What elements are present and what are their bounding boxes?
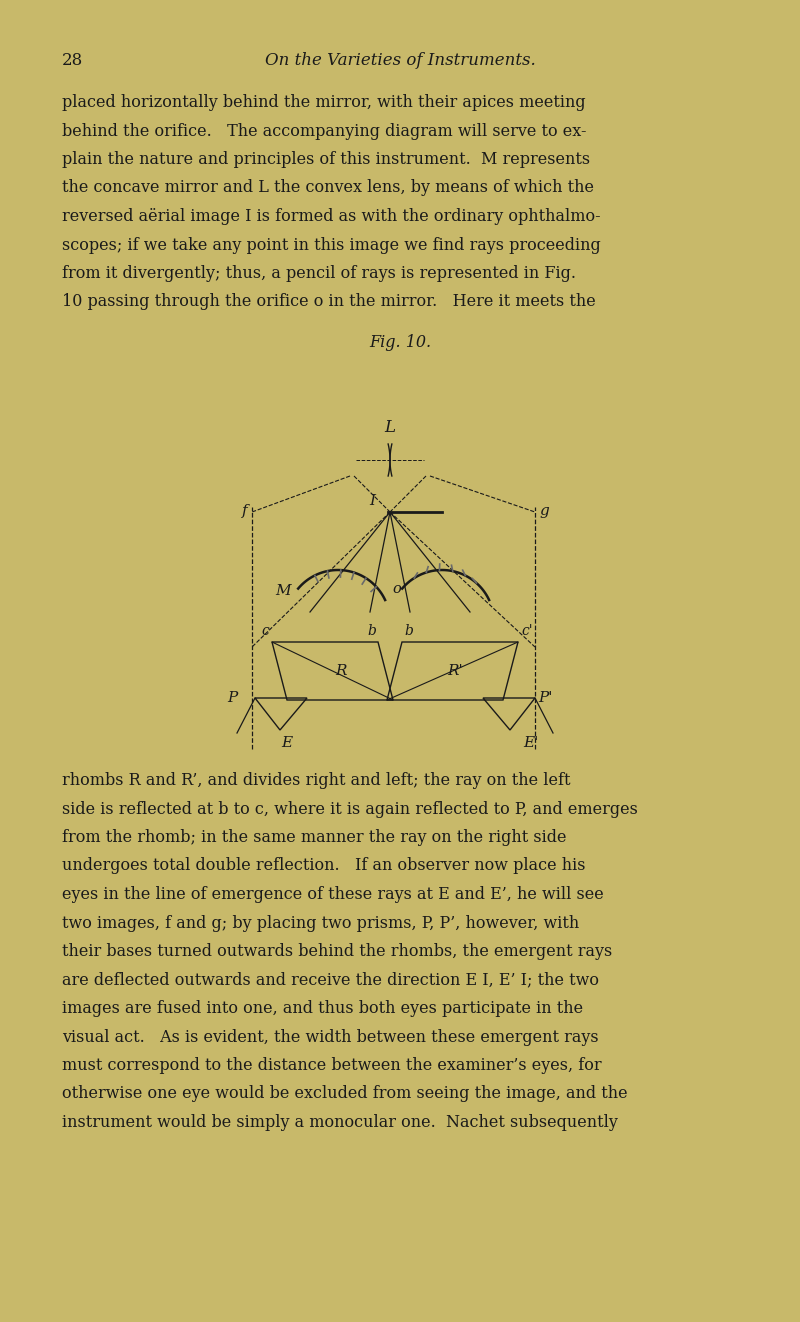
Text: E': E' [523, 736, 538, 750]
Text: c': c' [521, 624, 533, 639]
Text: 28: 28 [62, 52, 83, 69]
Text: 10 passing through the orifice o in the mirror.   Here it meets the: 10 passing through the orifice o in the … [62, 293, 596, 311]
Text: behind the orifice.   The accompanying diagram will serve to ex-: behind the orifice. The accompanying dia… [62, 123, 586, 140]
Text: reversed aërial image I is formed as with the ordinary ophthalmo-: reversed aërial image I is formed as wit… [62, 208, 601, 225]
Text: from the rhomb; in the same manner the ray on the right side: from the rhomb; in the same manner the r… [62, 829, 566, 846]
Text: E: E [282, 736, 293, 750]
Text: images are fused into one, and thus both eyes participate in the: images are fused into one, and thus both… [62, 999, 583, 1017]
Text: from it divergently; thus, a pencil of rays is represented in Fig.: from it divergently; thus, a pencil of r… [62, 264, 576, 282]
Text: visual act.   As is evident, the width between these emergent rays: visual act. As is evident, the width bet… [62, 1029, 598, 1046]
Text: eyes in the line of emergence of these rays at E and E’, he will see: eyes in the line of emergence of these r… [62, 886, 604, 903]
Text: b: b [404, 624, 413, 639]
Text: R': R' [448, 664, 463, 678]
Text: their bases turned outwards behind the rhombs, the emergent rays: their bases turned outwards behind the r… [62, 943, 612, 960]
Text: P: P [226, 691, 237, 705]
Text: Fig. 10.: Fig. 10. [369, 334, 431, 352]
Text: M: M [275, 584, 290, 598]
Text: o: o [392, 582, 401, 596]
Text: are deflected outwards and receive the direction E I, E’ I; the two: are deflected outwards and receive the d… [62, 972, 599, 989]
Text: f: f [242, 504, 248, 518]
Text: L: L [385, 419, 395, 436]
Text: I: I [369, 494, 375, 508]
Text: c: c [262, 624, 269, 639]
Text: b: b [367, 624, 376, 639]
Text: must correspond to the distance between the examiner’s eyes, for: must correspond to the distance between … [62, 1058, 602, 1073]
Text: the concave mirror and L the convex lens, by means of which the: the concave mirror and L the convex lens… [62, 180, 594, 197]
Text: side is reflected at b to c, where it is again reflected to P, and emerges: side is reflected at b to c, where it is… [62, 801, 638, 817]
Text: undergoes total double reflection.   If an observer now place his: undergoes total double reflection. If an… [62, 858, 586, 874]
Text: rhombs R and R’, and divides right and left; the ray on the left: rhombs R and R’, and divides right and l… [62, 772, 570, 789]
Text: plain the nature and principles of this instrument.  M represents: plain the nature and principles of this … [62, 151, 590, 168]
Text: R: R [334, 664, 346, 678]
Text: instrument would be simply a monocular one.  Nachet subsequently: instrument would be simply a monocular o… [62, 1114, 618, 1132]
Text: P': P' [538, 691, 553, 705]
Text: two images, f and g; by placing two prisms, P, P’, however, with: two images, f and g; by placing two pris… [62, 915, 579, 932]
Text: otherwise one eye would be excluded from seeing the image, and the: otherwise one eye would be excluded from… [62, 1085, 628, 1103]
Text: placed horizontally behind the mirror, with their apices meeting: placed horizontally behind the mirror, w… [62, 94, 586, 111]
Text: On the Varieties of Instruments.: On the Varieties of Instruments. [265, 52, 535, 69]
Text: g: g [539, 504, 549, 518]
Text: scopes; if we take any point in this image we find rays proceeding: scopes; if we take any point in this ima… [62, 237, 601, 254]
